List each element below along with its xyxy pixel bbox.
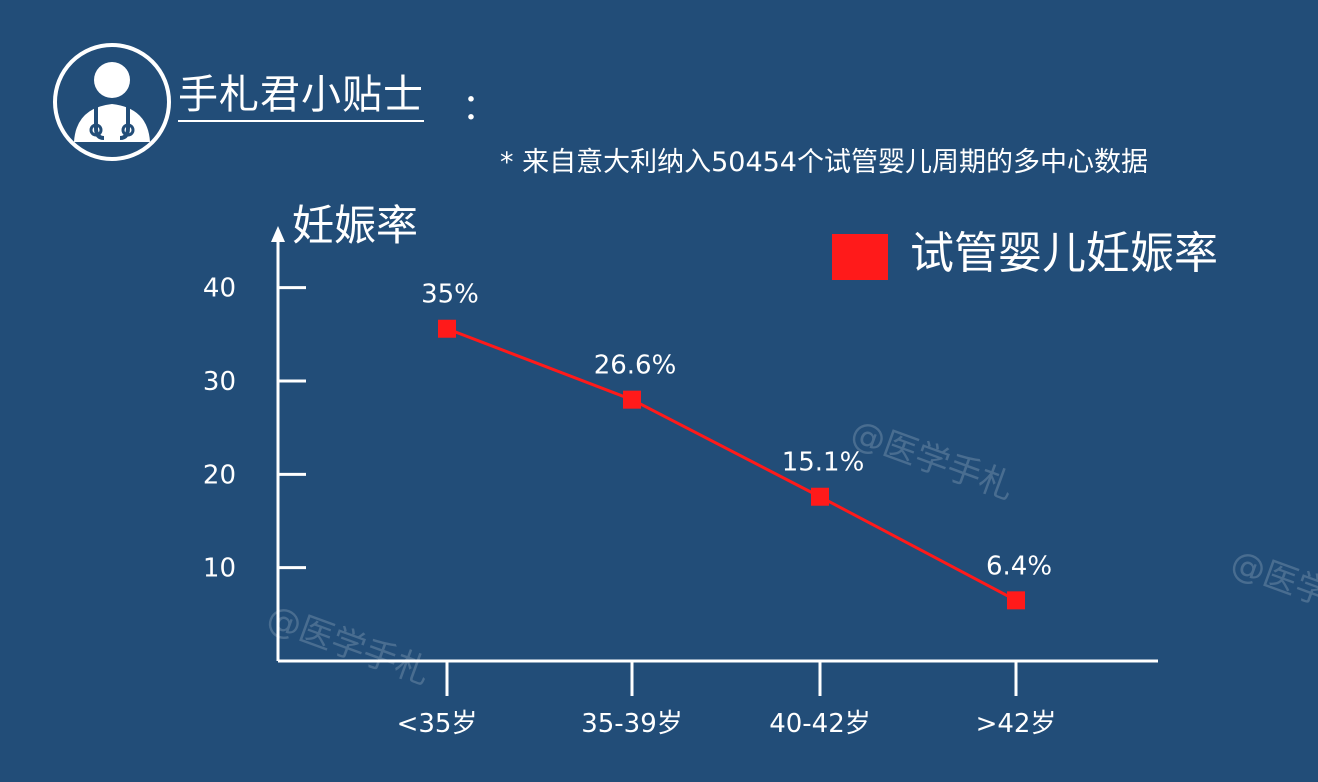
x-tick-label: 40-42岁	[769, 709, 871, 739]
chart-ticks: 10 20 30 40 <35岁 35-39岁 40-42岁 >42岁	[203, 274, 1057, 739]
x-tick-label: >42岁	[976, 709, 1057, 739]
series-line	[446, 327, 1017, 602]
logo	[53, 43, 171, 161]
chart-axes: 妊娠率	[271, 201, 1158, 663]
chart-series: 35% 26.6% 15.1% 6.4%	[421, 280, 1052, 610]
x-tick-label: 35-39岁	[581, 709, 683, 739]
data-point	[1007, 591, 1025, 610]
data-label: 35%	[421, 280, 479, 310]
y-tick-label: 30	[203, 367, 236, 397]
doctor-stethoscope-icon	[53, 43, 171, 161]
chart-legend: 试管婴儿妊娠率	[832, 228, 1218, 280]
data-label: 6.4%	[986, 551, 1052, 581]
y-tick-label: 20	[203, 460, 236, 490]
y-axis-title: 妊娠率	[292, 201, 418, 250]
x-tick-label: <35岁	[397, 709, 478, 739]
brand-title: 手札君小贴士	[178, 72, 424, 122]
data-point	[438, 319, 456, 338]
y-tick-label: 40	[203, 274, 236, 304]
legend-label: 试管婴儿妊娠率	[910, 228, 1218, 279]
data-point	[811, 487, 829, 506]
data-label: 15.1%	[782, 448, 865, 478]
data-label: 26.6%	[594, 351, 677, 381]
data-point	[623, 390, 641, 409]
y-axis-arrow	[271, 226, 285, 242]
brand-colon: ：	[462, 87, 499, 128]
source-note: * 来自意大利纳入50454个试管婴儿周期的多中心数据	[500, 147, 1148, 178]
y-tick-label: 10	[203, 554, 236, 584]
legend-swatch	[832, 234, 888, 280]
